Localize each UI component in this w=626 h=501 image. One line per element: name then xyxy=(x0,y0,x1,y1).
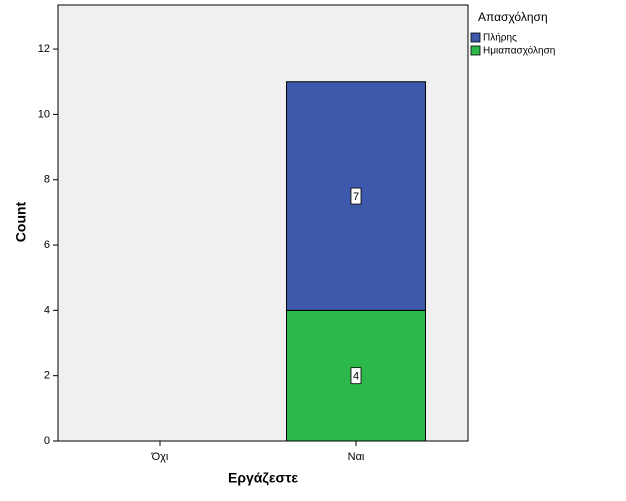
x-tick-label: Όχι xyxy=(151,451,169,463)
data-label-box xyxy=(350,187,362,205)
y-axis-title: Count xyxy=(13,201,29,242)
x-tick-label: Ναι xyxy=(348,451,365,463)
data-label-box xyxy=(350,367,362,385)
y-tick-label: 6 xyxy=(44,239,50,251)
x-axis-title: Εργάζεστε xyxy=(228,470,298,486)
y-tick-label: 10 xyxy=(38,108,50,120)
legend-title: Απασχόληση xyxy=(478,10,548,24)
y-tick-label: 2 xyxy=(44,370,50,382)
y-tick-label: 8 xyxy=(44,174,50,186)
legend-label: Πλήρης xyxy=(483,32,517,44)
legend-swatch xyxy=(470,45,481,56)
y-tick-label: 4 xyxy=(44,304,50,316)
data-label: 7 xyxy=(353,191,359,203)
y-tick-label: 0 xyxy=(44,435,50,447)
legend-label: Ημιαπασχόληση xyxy=(483,45,555,57)
y-tick-label: 12 xyxy=(38,43,50,55)
legend-swatch xyxy=(470,32,481,43)
data-label: 4 xyxy=(353,371,359,383)
